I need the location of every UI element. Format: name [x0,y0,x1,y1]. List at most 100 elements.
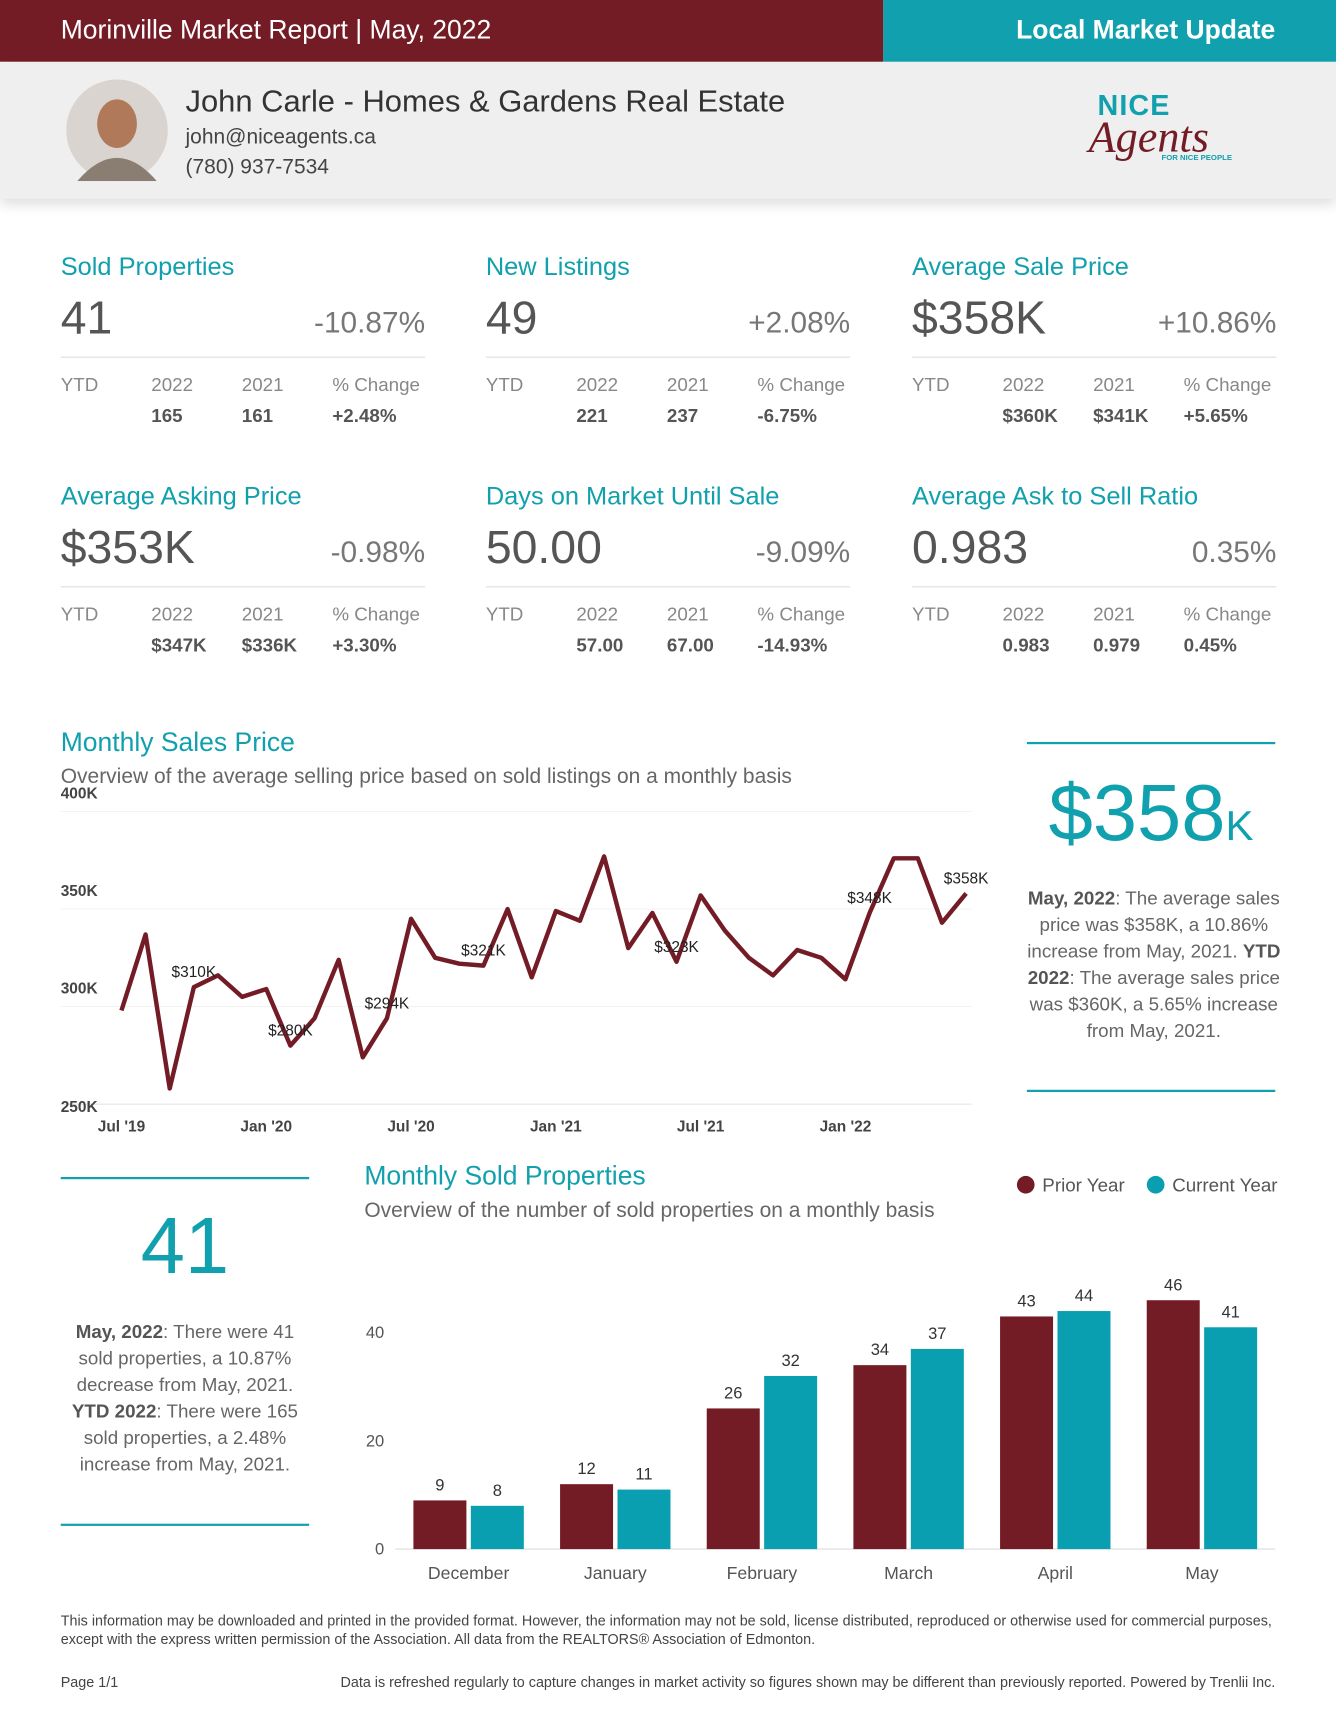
card-divider [485,356,851,358]
ytd-value: 67.00 [666,634,714,656]
ytd-column: % Change [757,603,846,625]
card-title: Average Ask to Sell Ratio [912,481,1199,511]
bar [1204,1327,1258,1550]
data-label: 11 [635,1465,652,1484]
note-text: : The average sales price was $360K, a 5… [1029,967,1280,1042]
divider [60,1523,310,1526]
card-value: 50.00 [485,521,602,574]
card-change: -0.98% [330,535,426,569]
header-tag: Local Market Update [1016,15,1276,46]
header-bar [0,0,884,62]
data-label: $280K [268,1023,313,1040]
card-divider [60,586,426,588]
bar [1000,1316,1054,1550]
ytd-column: % Change [757,374,846,396]
note-text: May, 2022 [75,1321,164,1343]
refresh-note: Data is refreshed regularly to capture c… [340,1673,1276,1691]
ytd-column: 2021 [1093,603,1135,625]
data-label: 37 [928,1324,946,1343]
x-tick-label: December [428,1563,510,1583]
note-text: : There were 165 sold properties, a 2.48… [79,1401,298,1476]
logo-main: Agents [1088,111,1209,162]
legend-swatch [1016,1175,1035,1194]
note-text: YTD 2022 [71,1401,157,1423]
header-title: Morinville Market Report | May, 2022 [60,15,492,46]
ytd-column: 2022 [576,603,619,625]
x-tick-label: Jul '19 [98,1119,146,1136]
ytd-value: $336K [241,634,298,656]
x-tick-label: Jan '22 [820,1119,872,1136]
data-label: 44 [1075,1286,1093,1305]
y-tick-label: 40 [366,1323,384,1342]
agent-band [0,61,1336,199]
disclaimer: This information may be downloaded and p… [60,1612,1272,1648]
card-change: +10.86% [1157,305,1277,339]
card-change: 0.35% [1191,535,1277,569]
bar [1146,1300,1200,1550]
ytd-column: 2022 [151,603,194,625]
ytd-value: -14.93% [757,634,828,656]
chart-title: Monthly Sales Price [60,727,295,758]
ytd-label: YTD [60,374,99,396]
y-tick-label: 0 [375,1540,384,1559]
ytd-value: +5.65% [1183,405,1248,427]
page-number: Page 1/1 [60,1673,119,1691]
chart-subtitle: Overview of the average selling price ba… [60,765,792,789]
bar [413,1500,467,1550]
card-value: 0.983 [912,521,1029,574]
summary-note: May, 2022: The average sales price was $… [1021,886,1286,1045]
x-tick-label: February [727,1563,798,1583]
card-title: Average Sale Price [912,251,1129,281]
divider [60,1177,310,1180]
bar [706,1408,760,1550]
card-change: -9.09% [755,535,851,569]
ytd-value: 237 [666,405,699,427]
agent-phone: (780) 937-7534 [185,155,329,179]
data-label: $321K [461,943,506,960]
x-tick-label: Jan '20 [240,1119,292,1136]
bar [1057,1311,1111,1550]
ytd-label: YTD [485,603,524,625]
ytd-column: 2021 [241,603,284,625]
divider [1026,1089,1276,1092]
bar [853,1365,907,1550]
summary-unit: K [1225,803,1254,851]
card-divider [485,586,851,588]
ytd-value: $341K [1093,405,1149,427]
summary-value: $358 [1048,769,1226,858]
card-title: Days on Market Until Sale [485,481,780,511]
ytd-column: 2021 [1093,374,1135,396]
ytd-column: 2021 [666,603,709,625]
bar [910,1348,964,1550]
x-tick-label: March [884,1563,933,1583]
x-tick-label: Jul '20 [387,1119,434,1136]
agent-email: john@niceagents.ca [185,125,376,150]
agent-photo [66,79,168,182]
data-label: 12 [577,1459,595,1478]
ytd-value: 161 [241,405,274,427]
ytd-value: 0.983 [1002,634,1050,656]
ytd-value: 221 [576,405,608,427]
price-line [119,854,968,1091]
logo-tagline: FOR NICE PEOPLE [1161,154,1232,163]
card-value: $353K [60,521,195,574]
card-value: $358K [912,291,1047,344]
card-title: Sold Properties [60,251,235,281]
x-tick-label: Jan '21 [530,1119,582,1136]
data-label: $348K [847,890,892,907]
agent-name: John Carle - Homes & Gardens Real Estate [185,83,786,119]
ytd-column: 2021 [666,374,709,396]
ytd-column: 2022 [151,374,194,396]
y-tick-label: 400K [61,785,98,802]
note-text: : There were 41 sold properties, a 10.87… [76,1321,295,1396]
card-divider [912,356,1277,358]
legend-swatch [1146,1175,1165,1194]
note-text: YTD 2022 [1027,940,1281,989]
data-label: 43 [1017,1292,1035,1311]
data-label: $323K [654,939,699,956]
y-tick-label: 20 [366,1431,384,1450]
data-label: $310K [172,964,217,981]
ytd-column: 2021 [241,374,284,396]
